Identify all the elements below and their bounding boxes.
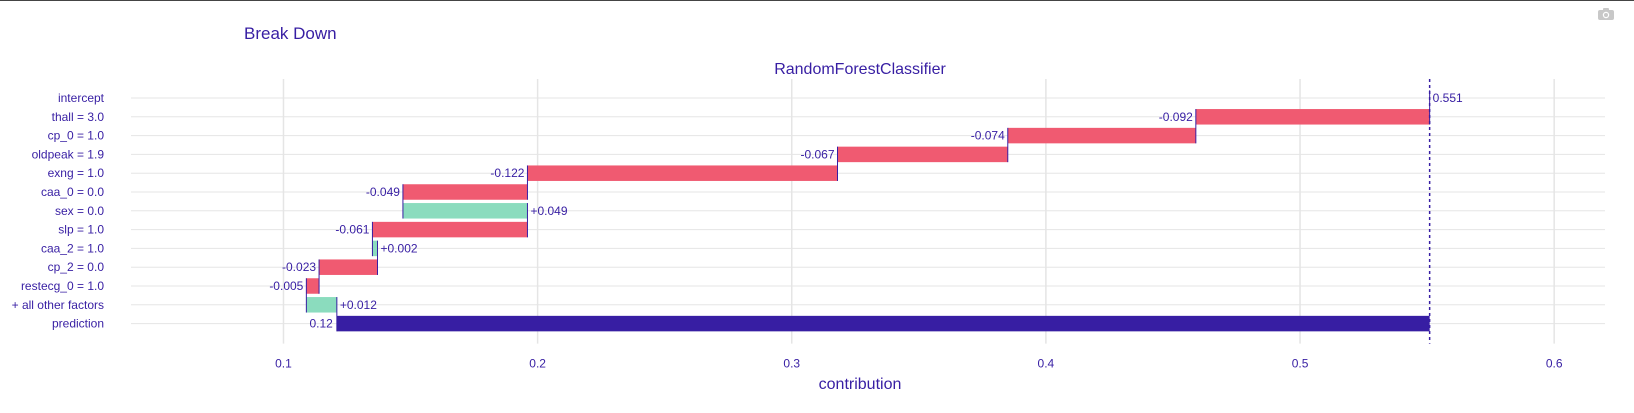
contribution-bar[interactable] bbox=[372, 240, 378, 257]
bar-value-label: 0.12 bbox=[309, 317, 333, 331]
x-tick-label: 0.4 bbox=[1038, 357, 1055, 371]
x-tick-label: 0.1 bbox=[275, 357, 292, 371]
bar-value-label: +0.049 bbox=[530, 204, 567, 218]
value-labels: 0.551 -0.092 -0.074 -0.067 -0.122 -0.049 +0.04… bbox=[269, 91, 1463, 331]
bar-value-label: -0.067 bbox=[800, 147, 834, 161]
contribution-bar[interactable] bbox=[837, 146, 1008, 163]
x-tick-label: 0.2 bbox=[529, 357, 546, 371]
contribution-bar[interactable] bbox=[372, 221, 528, 238]
chart-subtitle: RandomForestClassifier bbox=[774, 61, 946, 78]
y-tick-label: cp_2 = 0.0 bbox=[48, 260, 105, 274]
bar-value-label: -0.005 bbox=[269, 279, 303, 293]
bar-value-label: +0.012 bbox=[340, 298, 377, 312]
bar-value-label: -0.061 bbox=[335, 223, 369, 237]
chart-title: Break Down bbox=[244, 24, 337, 43]
contribution-bar[interactable] bbox=[527, 165, 838, 181]
y-axis-ticks: intercept thall = 3.0 cp_0 = 1.0 oldpeak = … bbox=[12, 91, 105, 331]
x-tick-label: 0.6 bbox=[1546, 357, 1563, 371]
prediction-bar[interactable] bbox=[336, 315, 1430, 332]
y-tick-label: oldpeak = 1.9 bbox=[32, 147, 105, 161]
y-tick-label: intercept bbox=[58, 91, 105, 105]
bar-value-label: -0.122 bbox=[490, 166, 524, 180]
y-tick-label: restecg_0 = 1.0 bbox=[21, 279, 104, 293]
y-tick-label: caa_0 = 0.0 bbox=[41, 185, 104, 199]
window-top-border bbox=[0, 0, 1634, 1]
bar-value-label: +0.002 bbox=[381, 241, 418, 255]
contribution-bar[interactable] bbox=[319, 259, 378, 275]
contribution-bar[interactable] bbox=[1007, 127, 1196, 144]
bar-value-label: 0.551 bbox=[1433, 91, 1463, 105]
gridlines bbox=[131, 79, 1605, 344]
camera-icon[interactable] bbox=[1597, 7, 1615, 21]
bar-value-label: -0.023 bbox=[282, 260, 316, 274]
x-tick-label: 0.3 bbox=[783, 357, 800, 371]
y-tick-label: caa_2 = 1.0 bbox=[41, 241, 104, 255]
y-tick-label: cp_0 = 1.0 bbox=[48, 129, 105, 143]
bars bbox=[305, 79, 1431, 344]
y-tick-label: thall = 3.0 bbox=[52, 110, 105, 124]
y-tick-label: prediction bbox=[52, 317, 104, 331]
contribution-bar[interactable] bbox=[306, 297, 337, 313]
y-tick-label: + all other factors bbox=[12, 298, 104, 312]
bar-value-label: -0.049 bbox=[366, 185, 400, 199]
contribution-bar[interactable] bbox=[402, 184, 528, 200]
x-axis-label: contribution bbox=[819, 376, 902, 393]
contribution-bar[interactable] bbox=[1195, 109, 1430, 125]
x-tick-label: 0.5 bbox=[1292, 357, 1309, 371]
bar-value-label: -0.074 bbox=[971, 129, 1005, 143]
y-tick-label: sex = 0.0 bbox=[55, 204, 104, 218]
contribution-bar[interactable] bbox=[402, 203, 528, 219]
y-tick-label: slp = 1.0 bbox=[58, 223, 104, 237]
contribution-bar[interactable] bbox=[306, 278, 320, 294]
x-axis-ticks: 0.1 0.2 0.3 0.4 0.5 0.6 bbox=[275, 357, 1563, 371]
bar-value-label: -0.092 bbox=[1159, 110, 1193, 124]
y-tick-label: exng = 1.0 bbox=[48, 166, 105, 180]
